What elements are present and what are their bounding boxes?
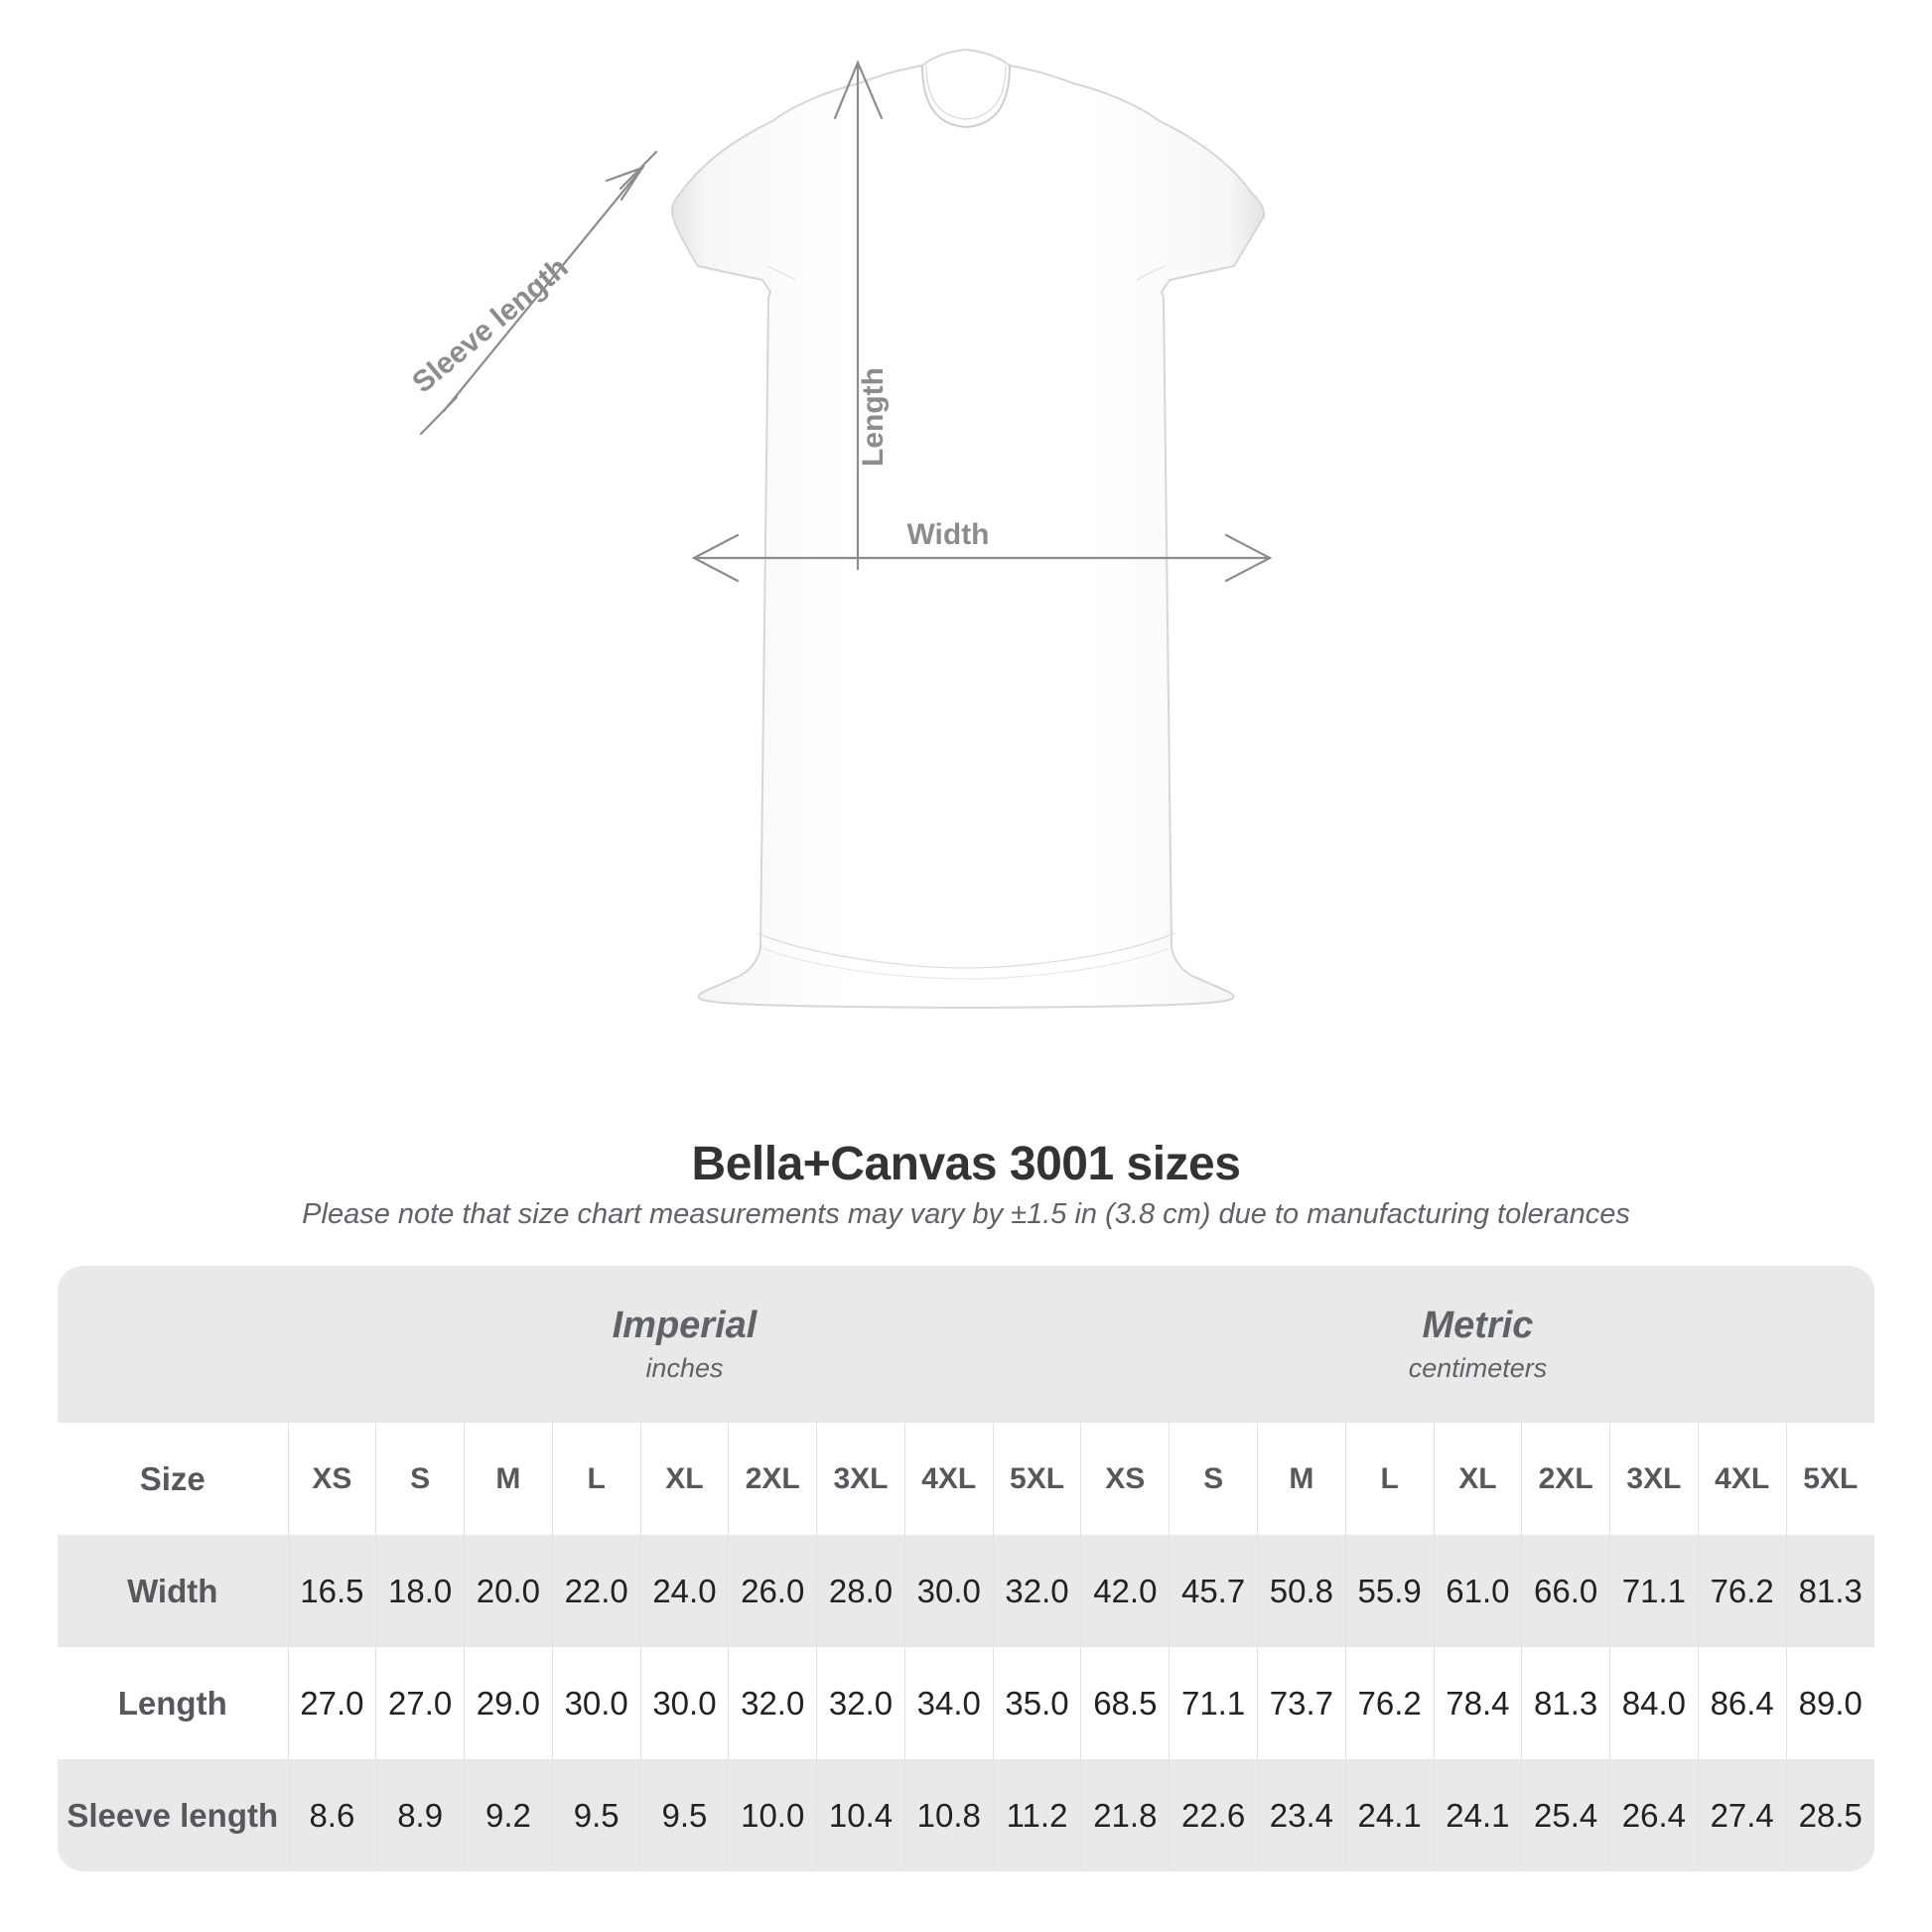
svg-text:Length: Length: [857, 367, 890, 467]
svg-text:Width: Width: [906, 518, 989, 551]
svg-text:Sleeve length: Sleeve length: [406, 251, 574, 400]
